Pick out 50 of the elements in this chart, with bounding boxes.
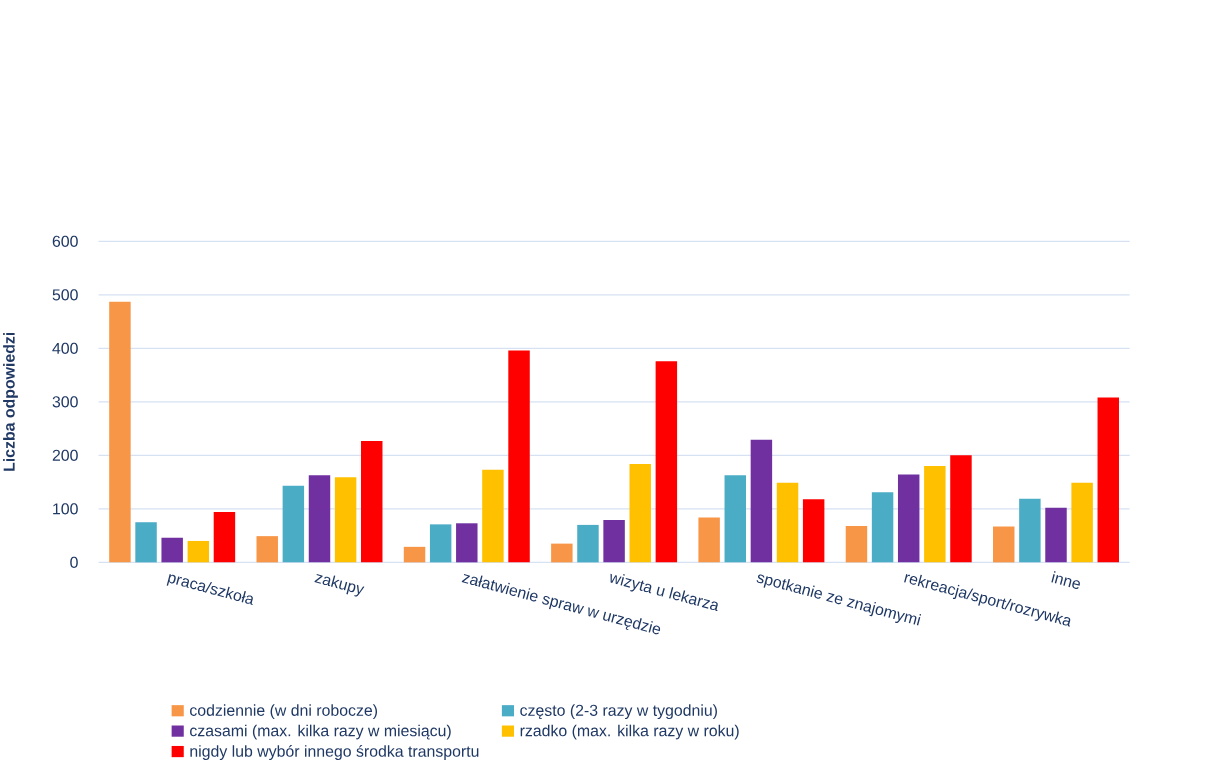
bar <box>161 537 183 563</box>
legend-label: nigdy lub wybór innego środka transportu <box>190 745 479 761</box>
y-tick-label: 600 <box>52 235 78 248</box>
bar <box>551 543 573 563</box>
bar <box>403 546 426 563</box>
bar <box>750 439 773 563</box>
bar <box>724 475 746 563</box>
bar <box>1019 498 1041 563</box>
bar <box>456 523 478 563</box>
bar <box>308 475 331 563</box>
bar <box>577 524 599 563</box>
bar <box>334 477 357 563</box>
legend-label: codziennie (w dni robocze) <box>190 704 378 720</box>
y-tick-label: 100 <box>53 503 78 515</box>
bar <box>845 526 868 563</box>
bar <box>655 361 678 563</box>
y-tick-label: 300 <box>52 396 78 408</box>
bar <box>802 499 825 563</box>
bar <box>1097 397 1119 563</box>
y-tick-label: 400 <box>52 342 78 355</box>
bar <box>282 485 305 563</box>
x-tick-label: wizyta u lekarza <box>610 573 718 612</box>
bar <box>213 512 236 563</box>
bar <box>482 469 504 563</box>
y-tick-label: 500 <box>52 289 78 301</box>
bar <box>508 350 530 563</box>
bar <box>135 522 157 563</box>
legend-label: czasami (max. kilka razy w miesiącu) <box>190 724 451 740</box>
legend-label: często (2-3 razy w tygodniu) <box>520 704 717 720</box>
bar <box>871 492 894 563</box>
bar <box>256 536 278 563</box>
bar <box>924 466 946 563</box>
bar <box>698 517 720 563</box>
bar <box>361 440 383 563</box>
legend-label: rzadko (max. kilka razy w roku) <box>520 724 739 740</box>
bar <box>950 455 972 563</box>
bar <box>993 526 1015 563</box>
bar <box>776 482 799 563</box>
bar <box>109 301 131 563</box>
y-tick-label: 200 <box>52 449 78 462</box>
bar <box>1045 507 1067 563</box>
bar <box>187 541 210 563</box>
bar <box>629 463 651 563</box>
bar <box>603 520 625 563</box>
y-axis-title: Liczba odpowiedzi <box>3 332 18 471</box>
x-tick-label: zakupy <box>314 574 365 597</box>
bar <box>1071 482 1093 563</box>
bar <box>897 474 920 563</box>
bar <box>429 524 452 563</box>
y-tick-label: 0 <box>70 556 78 569</box>
